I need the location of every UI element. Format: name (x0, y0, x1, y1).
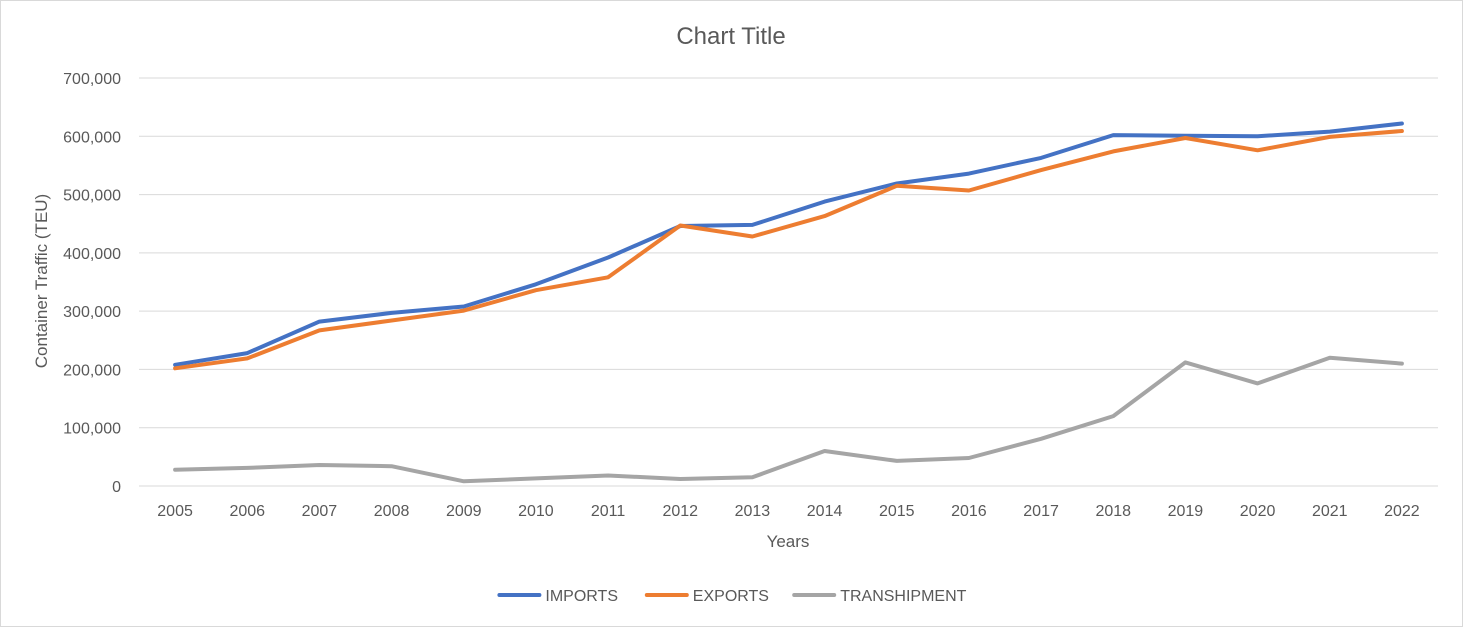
x-axis-title: Years (767, 532, 810, 551)
y-tick-label: 700,000 (63, 71, 121, 88)
x-tick-label: 2017 (1023, 503, 1059, 520)
gridlines (139, 77, 1438, 487)
x-tick-label: 2012 (662, 503, 698, 520)
y-tick-label: 600,000 (63, 129, 121, 146)
legend-item-imports: IMPORTS (497, 588, 618, 605)
y-tick-label: 200,000 (63, 362, 121, 379)
x-tick-label: 2011 (591, 503, 626, 520)
x-tick-label: 2013 (735, 503, 771, 520)
x-tick-label: 2014 (807, 503, 843, 520)
x-tick-label: 2009 (446, 503, 482, 520)
series-line-exports (173, 129, 1404, 371)
x-tick-label: 2019 (1168, 503, 1204, 520)
series-line-imports (173, 121, 1404, 367)
chart-title: Chart Title (676, 23, 785, 50)
y-tick-label: 300,000 (63, 304, 121, 321)
x-tick-label: 2010 (518, 503, 554, 520)
y-axis-title: Container Traffic (TEU) (32, 194, 51, 368)
y-tick-label: 0 (112, 479, 121, 496)
x-tick-label: 2008 (374, 503, 410, 520)
x-tick-label: 2005 (157, 503, 193, 520)
legend: IMPORTS EXPORTS TRANSHIPMENT (497, 588, 967, 605)
y-tick-label: 100,000 (63, 421, 121, 438)
x-tick-label: 2016 (951, 503, 987, 520)
legend-item-transhipment: TRANSHIPMENT (792, 588, 967, 605)
x-tick-label: 2015 (879, 503, 915, 520)
legend-item-exports: EXPORTS (644, 588, 769, 605)
y-axis-ticks: 0 100,000 200,000 300,000 400,000 500,000 600,… (63, 71, 121, 496)
x-axis-ticks: 2005 2006 2007 2008 2009 2010 2011 2012 2013 2014… (157, 503, 1420, 520)
x-tick-label: 2007 (302, 503, 338, 520)
legend-label: EXPORTS (693, 588, 769, 605)
legend-label: IMPORTS (545, 588, 618, 605)
x-tick-label: 2020 (1240, 503, 1276, 520)
x-tick-label: 2018 (1095, 503, 1131, 520)
y-tick-label: 500,000 (63, 188, 121, 205)
x-tick-label: 2022 (1384, 503, 1420, 520)
series-line-transhipment (173, 355, 1404, 484)
y-tick-label: 400,000 (63, 246, 121, 263)
series-lines (173, 121, 1404, 484)
legend-label: TRANSHIPMENT (840, 588, 966, 605)
x-tick-label: 2021 (1312, 503, 1348, 520)
x-tick-label: 2006 (229, 503, 265, 520)
